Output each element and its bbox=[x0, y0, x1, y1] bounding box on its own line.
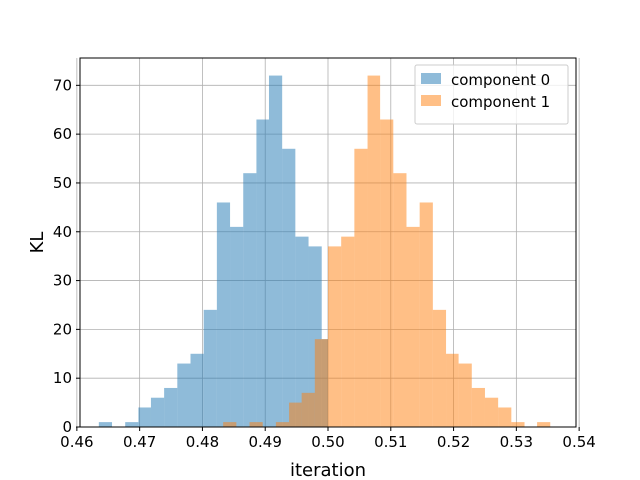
legend-entry-component-1: component 1 bbox=[451, 93, 550, 111]
bar-component-1 bbox=[406, 226, 420, 427]
legend-swatch-component-0 bbox=[421, 73, 441, 84]
x-tick-label: 0.51 bbox=[374, 433, 407, 451]
y-tick-label: 0 bbox=[62, 418, 72, 436]
legend-box bbox=[414, 64, 569, 125]
y-tick-label: 40 bbox=[53, 223, 72, 241]
bar-component-1 bbox=[393, 173, 407, 427]
bar-component-1 bbox=[301, 392, 315, 427]
bar-component-0 bbox=[164, 387, 178, 427]
bar-component-1 bbox=[314, 339, 328, 427]
bar-component-1 bbox=[328, 246, 342, 427]
bar-component-0 bbox=[256, 119, 269, 427]
bar-component-0 bbox=[216, 202, 231, 427]
bar-component-1 bbox=[458, 363, 472, 427]
bar-component-0 bbox=[230, 226, 244, 427]
legend: component 0 component 1 bbox=[414, 64, 569, 125]
bar-component-1 bbox=[354, 148, 368, 428]
ticks: 0.46 0.47 0.48 0.49 0.50 0.51 0.52 0.53 0.54 0 10 2… bbox=[53, 76, 596, 451]
y-tick-label: 50 bbox=[53, 174, 72, 192]
x-tick-label: 0.47 bbox=[123, 433, 156, 451]
bar-component-1 bbox=[341, 236, 355, 427]
bar-component-1 bbox=[380, 119, 394, 427]
y-tick-label: 20 bbox=[53, 320, 72, 338]
x-tick-label: 0.50 bbox=[311, 433, 344, 451]
bars bbox=[98, 75, 551, 428]
y-tick-label: 10 bbox=[53, 369, 72, 387]
y-tick-label: 60 bbox=[53, 125, 72, 143]
bar-component-1 bbox=[289, 402, 302, 427]
y-axis-label: KL bbox=[27, 232, 48, 254]
x-tick-label: 0.54 bbox=[562, 433, 595, 451]
bar-component-1 bbox=[367, 75, 381, 428]
x-tick-label: 0.48 bbox=[186, 433, 219, 451]
bar-component-1 bbox=[223, 422, 237, 427]
x-tick-label: 0.49 bbox=[249, 433, 282, 451]
bar-component-0 bbox=[138, 407, 151, 427]
bar-component-0 bbox=[282, 148, 296, 428]
bar-component-0 bbox=[268, 75, 283, 428]
bar-component-0 bbox=[203, 309, 217, 427]
y-tick-label: 70 bbox=[53, 76, 72, 94]
y-tick-label: 30 bbox=[53, 272, 72, 290]
bar-component-1 bbox=[275, 422, 290, 427]
bar-component-1 bbox=[446, 353, 459, 427]
bar-component-0 bbox=[295, 236, 309, 427]
bar-component-0 bbox=[177, 363, 191, 427]
bar-component-0 bbox=[125, 422, 139, 427]
bar-component-1 bbox=[484, 397, 499, 427]
x-tick-label: 0.46 bbox=[60, 433, 93, 451]
bar-component-1 bbox=[537, 422, 551, 427]
bar-component-0 bbox=[150, 397, 165, 427]
bar-component-0 bbox=[98, 422, 113, 427]
bar-component-1 bbox=[432, 309, 447, 427]
bar-component-0 bbox=[243, 173, 257, 427]
bar-component-1 bbox=[249, 422, 263, 427]
bar-component-1 bbox=[471, 387, 485, 427]
bar-component-1 bbox=[498, 407, 512, 427]
x-axis-label: iteration bbox=[290, 460, 366, 480]
legend-entry-component-0: component 0 bbox=[451, 71, 550, 89]
x-tick-label: 0.52 bbox=[437, 433, 470, 451]
bar-component-1 bbox=[511, 422, 525, 427]
bar-component-0 bbox=[190, 353, 204, 427]
legend-swatch-component-1 bbox=[421, 95, 441, 106]
bar-component-1 bbox=[419, 202, 433, 427]
x-tick-label: 0.53 bbox=[500, 433, 533, 451]
